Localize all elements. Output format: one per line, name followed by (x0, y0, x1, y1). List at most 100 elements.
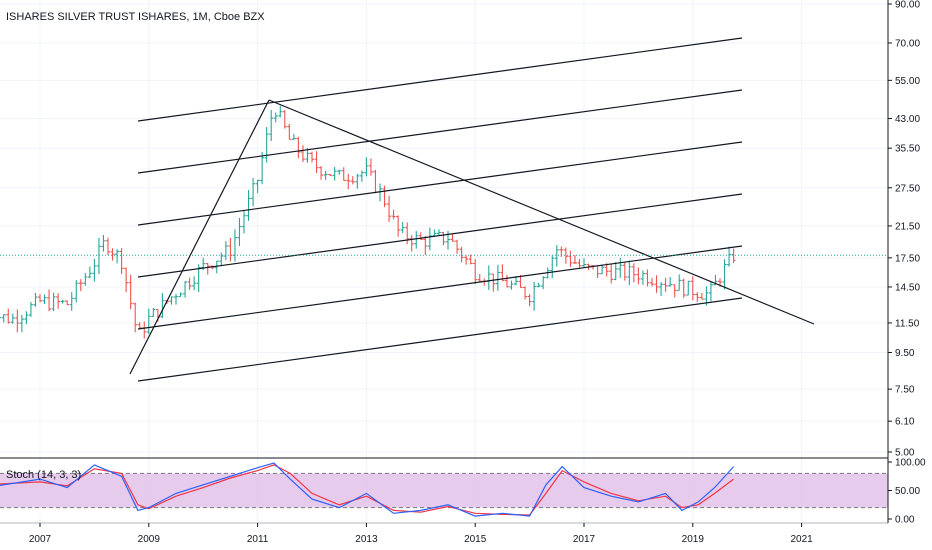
ohlc-bar (223, 241, 228, 261)
price-tick-label: 5.00 (895, 448, 915, 459)
ohlc-bar (296, 136, 301, 159)
price-tick-label: 27.50 (895, 183, 920, 194)
stoch-tick-label: 100.00 (895, 458, 926, 469)
channel-line[interactable] (137, 37, 743, 122)
ohlc-bar (727, 246, 732, 267)
ohlc-bar (133, 302, 138, 333)
ohlc-bar (69, 292, 74, 311)
ohlc-bar (654, 275, 659, 293)
ohlc-bar (287, 123, 292, 140)
ohlc-bar (690, 276, 695, 301)
ohlc-bar (500, 264, 505, 282)
ohlc-bar (10, 313, 15, 324)
trend-line-up[interactable] (129, 99, 270, 375)
price-axis[interactable]: 90.00 70.00 55.00 43.00 35.50 27.50 21.50 17.50… (888, 0, 920, 459)
ohlc-bar (659, 282, 664, 297)
ohlc-bar (87, 266, 92, 279)
time-tick-label: 2007 (29, 534, 52, 545)
ohlc-bar (237, 217, 242, 247)
ohlc-bar (246, 190, 251, 221)
ohlc-bar (527, 294, 532, 307)
channel-line[interactable] (137, 245, 743, 330)
ohlc-bar (92, 258, 97, 282)
ohlc-bar (640, 270, 645, 285)
ohlc-bar (722, 259, 727, 290)
stoch-pane[interactable] (0, 462, 888, 517)
ohlc-bar (663, 277, 668, 292)
price-tick-label: 43.00 (895, 114, 920, 125)
ohlc-bar (264, 127, 269, 163)
ohlc-bar (119, 248, 124, 274)
price-pane[interactable] (0, 0, 888, 523)
ohlc-bar (42, 294, 47, 305)
ohlc-bar (532, 281, 537, 311)
ohlc-bar (151, 307, 156, 317)
price-bars (0, 105, 736, 339)
ohlc-bar (473, 259, 478, 284)
time-tick-label: 2017 (573, 534, 596, 545)
ohlc-bar (65, 300, 70, 306)
ohlc-bar (328, 173, 333, 176)
ohlc-bar (192, 276, 197, 291)
ohlc-bar (51, 292, 56, 312)
ohlc-bar (577, 259, 582, 268)
ohlc-bar (563, 247, 568, 264)
ohlc-bar (269, 110, 274, 141)
price-tick-label: 70.00 (895, 38, 920, 49)
price-tick-label: 6.10 (895, 417, 915, 428)
ohlc-bar (504, 275, 509, 288)
time-axis[interactable]: 2007 2009 2011 2013 2015 2017 2019 2021 (29, 523, 813, 545)
price-tick-label: 35.50 (895, 144, 920, 155)
ohlc-bar (178, 292, 183, 298)
channel-line[interactable] (137, 297, 743, 382)
ohlc-bar (464, 255, 469, 265)
ohlc-bar (550, 255, 555, 279)
ohlc-bar (106, 237, 110, 256)
ohlc-bar (509, 280, 514, 290)
ohlc-bar (341, 167, 346, 181)
ohlc-bar (251, 177, 256, 207)
price-tick-label: 55.00 (895, 76, 920, 87)
stoch-k-line (0, 462, 735, 517)
ohlc-bar (346, 173, 351, 190)
ohlc-bar (491, 273, 496, 292)
ohlc-bar (600, 264, 605, 275)
ohlc-bar (355, 173, 360, 189)
ohlc-bar (631, 263, 636, 283)
ohlc-bar (450, 234, 455, 242)
ohlc-bar (695, 292, 700, 302)
ohlc-bar (300, 145, 305, 162)
ohlc-bar (273, 112, 278, 123)
ohlc-bar (523, 286, 528, 300)
time-tick-label: 2009 (138, 534, 161, 545)
ohlc-bar (19, 315, 24, 333)
stoch-axis[interactable]: 100.00 50.00 0.00 (888, 458, 926, 526)
time-tick-label: 2019 (682, 534, 705, 545)
price-grid (0, 0, 888, 523)
ohlc-bar (699, 292, 704, 300)
channel-line[interactable] (137, 193, 743, 278)
ohlc-bar (38, 294, 42, 303)
time-tick-label: 2021 (790, 534, 813, 545)
ohlc-bar (582, 258, 586, 268)
channel-line[interactable] (137, 141, 743, 226)
stoch-indicator-label[interactable]: Stoch (14, 3, 3) (6, 469, 81, 481)
ohlc-bar (400, 222, 405, 234)
ohlc-bar (609, 264, 614, 284)
time-tick-label: 2013 (355, 534, 378, 545)
ohlc-bar (382, 185, 387, 208)
ohlc-bar (332, 166, 337, 181)
ohlc-bar (169, 296, 174, 305)
trend-drawings[interactable] (129, 37, 815, 382)
ohlc-bar (518, 274, 523, 289)
price-tick-label: 90.00 (895, 0, 920, 11)
trend-line-down[interactable] (268, 99, 815, 325)
price-tick-label: 21.50 (895, 221, 920, 232)
price-tick-label: 17.50 (895, 253, 920, 264)
time-tick-label: 2015 (464, 534, 487, 545)
ohlc-bar (423, 235, 428, 255)
ohlc-bar (627, 260, 632, 286)
ohlc-bar (115, 249, 120, 264)
ohlc-bar (495, 264, 500, 291)
